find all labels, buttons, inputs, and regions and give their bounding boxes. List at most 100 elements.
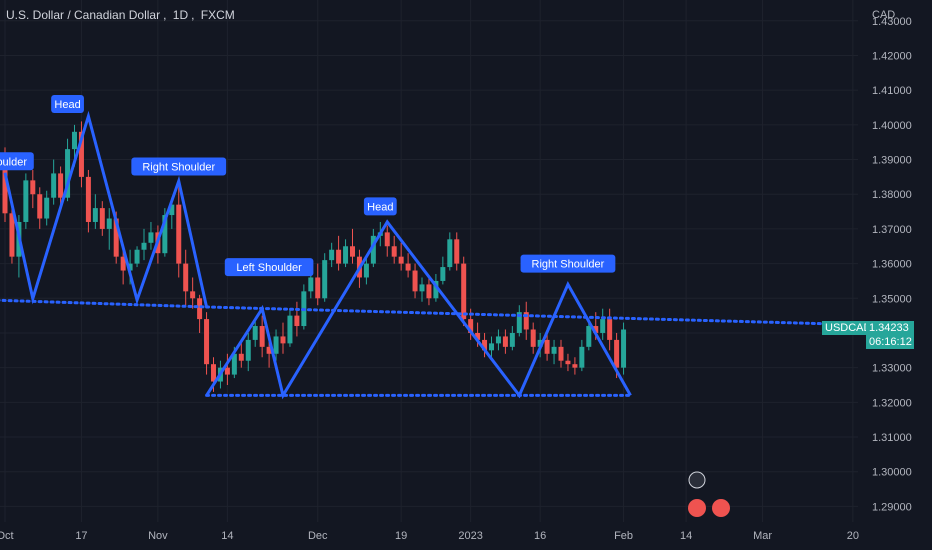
candle-body-36 — [252, 326, 258, 340]
candle-body-38 — [266, 346, 272, 354]
price-axis: 1.43000 1.42000 1.41000 1.40000 1.39000 1.380… — [858, 0, 932, 550]
time-tick-3: 14 — [221, 530, 233, 542]
candle-body-17 — [120, 256, 126, 271]
candle-body-63 — [440, 267, 446, 281]
candle-body-0 — [2, 156, 8, 214]
candle-body-70 — [489, 343, 494, 351]
currency-label: CAD — [872, 9, 896, 21]
pattern-labels: Shoulder Head Right Shoulder Left Shoulder H… — [0, 95, 616, 277]
candle-body-85 — [593, 326, 599, 333]
candle-body-69 — [482, 339, 488, 351]
candle-body-20 — [141, 242, 147, 250]
time-tick-1: 17 — [75, 530, 87, 542]
ticker-badge: USDCAD — [822, 321, 871, 335]
candle-body-84 — [586, 326, 592, 347]
price-tick-8: 1.35000 — [872, 293, 912, 305]
candle-body-50 — [350, 246, 355, 257]
candle-body-82 — [572, 364, 578, 368]
pattern-label-bg-4 — [363, 197, 397, 216]
countdown-badge: 06:16:12 — [866, 335, 914, 349]
candle-body-4 — [30, 180, 36, 195]
price-tick-12: 1.31000 — [872, 432, 912, 444]
candle-body-59 — [412, 270, 418, 292]
price-tick-0: 1.43000 — [872, 16, 912, 28]
time-tick-6: 2023 — [458, 530, 482, 542]
candles — [2, 121, 627, 392]
candle-body-27 — [190, 291, 196, 299]
time-tick-10: Mar — [753, 530, 772, 542]
pattern-label-4: Head — [367, 201, 393, 213]
candle-body-28 — [197, 298, 203, 320]
pattern-label-bg-2 — [131, 157, 227, 176]
pattern-label-bg-5 — [520, 254, 616, 273]
pattern-zigzag-top — [3, 110, 209, 308]
candle-body-34 — [238, 353, 244, 361]
price-tick-6: 1.37000 — [872, 224, 912, 236]
candle-body-16 — [113, 218, 119, 257]
candle-body-41 — [287, 315, 293, 344]
candle-body-81 — [565, 360, 571, 365]
chart-title: U.S. Dollar / Canadian Dollar, 1D, FXCM — [6, 8, 235, 22]
candle-body-10 — [72, 131, 77, 150]
last-price-badge: 1.34233 — [866, 321, 914, 335]
pattern-zigzag-bottom — [205, 219, 632, 400]
candle-body-55 — [384, 232, 390, 247]
pattern-label-2: Right Shoulder — [142, 161, 215, 173]
candle-body-5 — [37, 194, 43, 219]
candle-body-62 — [433, 280, 439, 299]
candle-body-52 — [363, 263, 369, 278]
pattern-label-0: Shoulder — [0, 156, 27, 168]
candle-body-24 — [169, 204, 175, 216]
candle-body-26 — [183, 263, 189, 292]
candle-body-44 — [308, 277, 314, 292]
candle-body-42 — [294, 315, 300, 327]
candle-body-77 — [537, 339, 543, 347]
candle-body-12 — [85, 176, 91, 222]
price-tick-7: 1.36000 — [872, 259, 912, 271]
candle-body-1 — [9, 213, 15, 257]
candle-body-46 — [322, 260, 328, 299]
price-axis-bg — [858, 0, 932, 550]
candle-body-75 — [523, 312, 529, 330]
candle-body-33 — [231, 353, 237, 375]
candle-body-61 — [426, 284, 432, 299]
candle-body-8 — [58, 173, 64, 198]
candle-body-58 — [405, 263, 411, 271]
candle-body-40 — [280, 336, 286, 344]
candle-body-6 — [44, 197, 50, 219]
candle-body-45 — [315, 277, 321, 299]
candle-body-67 — [468, 319, 474, 333]
candle-body-65 — [454, 239, 460, 264]
candle-body-57 — [398, 256, 404, 264]
price-tick-14: 1.29000 — [872, 501, 912, 513]
candle-body-60 — [419, 284, 425, 292]
candle-body-23 — [162, 215, 168, 254]
time-axis-bg — [0, 522, 932, 550]
candle-body-14 — [99, 208, 105, 229]
candle-body-80 — [558, 346, 564, 361]
candle-body-21 — [148, 232, 154, 243]
pattern-label-1: Head — [54, 99, 80, 111]
candle-body-49 — [343, 246, 349, 264]
time-tick-9: 14 — [680, 530, 692, 542]
head-and-shoulders-pattern — [0, 110, 848, 400]
candle-body-13 — [92, 208, 98, 222]
candle-body-86 — [600, 319, 606, 333]
candle-body-18 — [127, 263, 133, 271]
pattern-label-3: Left Shoulder — [236, 262, 302, 274]
candle-body-53 — [370, 235, 376, 264]
exchange: FXCM — [200, 8, 235, 22]
interval[interactable]: 1D — [172, 8, 189, 22]
candle-body-73 — [509, 332, 515, 347]
price-tick-5: 1.38000 — [872, 189, 912, 201]
price-tick-11: 1.32000 — [872, 397, 912, 409]
time-tick-5: 19 — [395, 530, 407, 542]
candle-body-83 — [579, 346, 585, 368]
candle-body-71 — [495, 336, 501, 344]
candle-body-39 — [273, 336, 279, 354]
price-tick-2: 1.41000 — [872, 85, 912, 97]
candle-body-89 — [621, 329, 627, 368]
time-tick-8: Feb — [614, 530, 633, 542]
candle-body-11 — [78, 131, 84, 177]
